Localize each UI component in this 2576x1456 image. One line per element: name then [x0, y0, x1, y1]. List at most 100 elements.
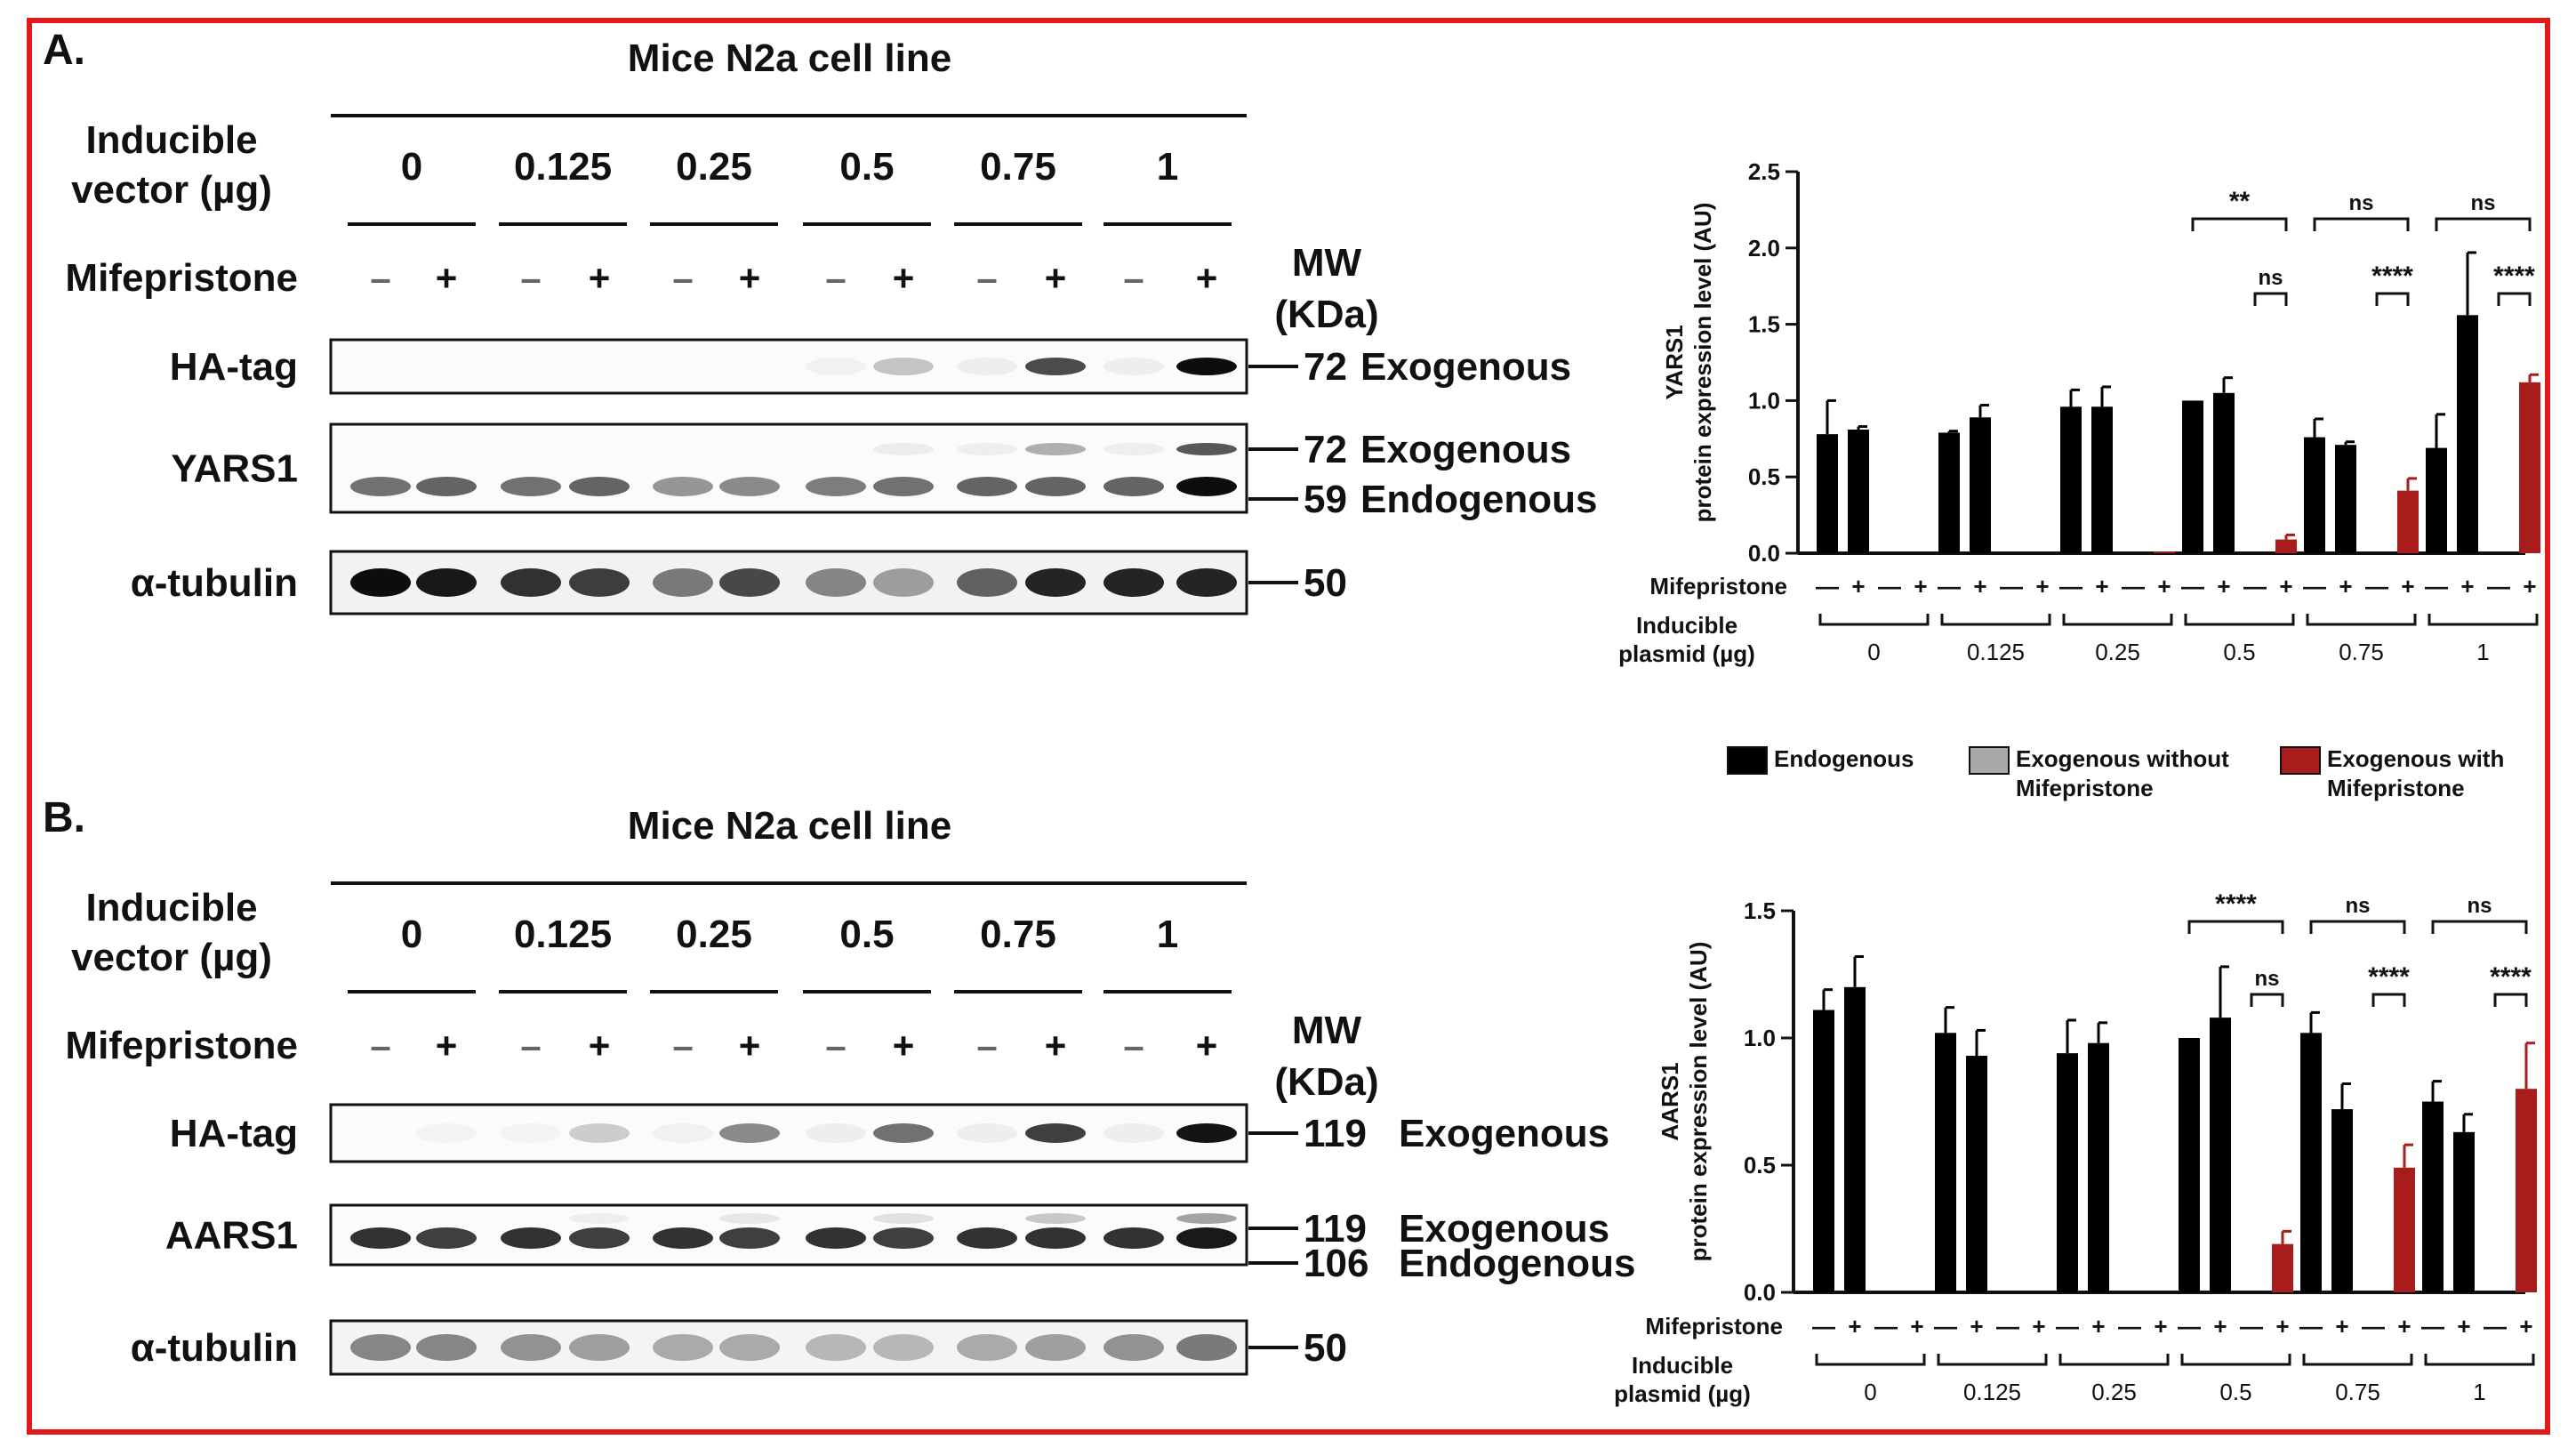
significance-label: **	[2229, 187, 2251, 216]
significance-bracket	[2497, 292, 2532, 306]
band	[569, 1213, 630, 1224]
significance-bracket	[2191, 217, 2288, 231]
bar	[2213, 392, 2235, 553]
band	[653, 1227, 713, 1249]
band	[416, 1334, 477, 1361]
minus-sign: –	[825, 257, 846, 299]
panel-b: B. Mice N2a cell line Inducible vector (µg)…	[43, 794, 1635, 1376]
band	[569, 1227, 630, 1249]
group-bracket	[1818, 614, 1930, 626]
group-bracket	[2058, 1354, 2170, 1366]
figure-frame	[27, 18, 2550, 1435]
band	[1103, 1334, 1164, 1361]
blot-strip: HA-tag 119 Exogenous	[170, 1103, 1609, 1163]
band	[1176, 1334, 1237, 1361]
mw-value: 72	[1304, 345, 1347, 389]
group-bracket	[2428, 614, 2539, 626]
band	[873, 358, 934, 375]
bar	[1813, 1010, 1834, 1292]
bar	[2210, 1018, 2231, 1292]
blot-label: HA-tag	[170, 345, 298, 389]
band	[1176, 443, 1237, 455]
band	[1176, 477, 1237, 496]
dose-label: 0.25	[676, 913, 752, 956]
bar	[2182, 400, 2203, 553]
blot-frame	[329, 550, 1248, 615]
minus-sign: –	[370, 1025, 390, 1066]
mifepristone-sign: —	[2362, 1313, 2385, 1339]
group-bracket	[2302, 1354, 2413, 1366]
band	[1025, 1334, 1086, 1361]
minus-sign: –	[976, 1025, 997, 1066]
blot-strip: α-tubulin 50	[131, 550, 1347, 615]
dose-label: 0.75	[980, 913, 1056, 956]
band	[1025, 1123, 1086, 1143]
plus-sign: +	[1196, 257, 1218, 299]
legend-label-line2: Mifepristone	[2327, 775, 2465, 801]
band	[350, 568, 411, 597]
band	[1103, 358, 1164, 375]
band	[501, 568, 561, 597]
band	[873, 1123, 934, 1143]
bar	[2300, 1033, 2322, 1292]
band	[873, 1334, 934, 1361]
mifepristone-sign: +	[2035, 573, 2049, 599]
mw-value: 50	[1304, 1326, 1347, 1370]
group-label: 0.125	[1967, 639, 2025, 665]
mifepristone-sign: —	[1934, 1313, 1957, 1339]
legend-label: Endogenous	[1774, 745, 1914, 772]
band	[1176, 1213, 1237, 1224]
group-bracket	[2180, 1354, 2291, 1366]
y-tick-label: 1.0	[1748, 387, 1780, 414]
band	[416, 568, 477, 597]
mifepristone-sign: +	[1970, 1313, 1983, 1339]
band	[873, 477, 934, 496]
group-label: 0.125	[1963, 1379, 2021, 1405]
mifepristone-sign: —	[1878, 573, 1901, 599]
band	[873, 443, 934, 455]
band	[1103, 477, 1164, 496]
band	[1025, 1213, 1086, 1224]
y-axis-label: AARS1 protein expression level (AU)	[1657, 942, 1712, 1262]
band	[719, 1213, 780, 1224]
blot-strip: AARS1 119 Exogenous 106 Endogenous	[165, 1203, 1635, 1285]
significance-bracket	[2187, 920, 2284, 934]
blot-title: Mice N2a cell line	[628, 804, 951, 848]
significance-label: ns	[2345, 894, 2370, 918]
band	[957, 568, 1017, 597]
group-label: 0.25	[2095, 639, 2140, 665]
band	[873, 1213, 934, 1224]
x-row-label-mifepristone: Mifepristone	[1649, 573, 1787, 599]
mifepristone-sign: —	[1938, 573, 1961, 599]
y-tick-label: 0.5	[1748, 463, 1780, 490]
band-description: Exogenous	[1360, 428, 1571, 471]
plus-sign: +	[893, 1025, 915, 1066]
mifepristone-sign: —	[2056, 1313, 2079, 1339]
blot-label: AARS1	[165, 1214, 298, 1258]
plus-sign: +	[436, 1025, 458, 1066]
mifepristone-sign: +	[1973, 573, 1986, 599]
band-description: Exogenous	[1399, 1112, 1609, 1155]
band	[957, 477, 1017, 496]
legend-label: Exogenous with	[2327, 745, 2504, 772]
mifepristone-sign: +	[2401, 573, 2414, 599]
band	[806, 568, 866, 597]
bar	[2060, 406, 2082, 553]
significance-label: ****	[2215, 889, 2257, 919]
mifepristone-label: Mifepristone	[65, 1024, 298, 1067]
mifepristone-sign: +	[2523, 573, 2536, 599]
band	[350, 1334, 411, 1361]
mifepristone-sign: +	[2335, 1313, 2348, 1339]
x-row-label-plasmid: plasmid (µg)	[1614, 1380, 1751, 1407]
group-label: 1	[2476, 639, 2489, 665]
band	[569, 1334, 630, 1361]
bar	[2422, 1101, 2444, 1292]
bar-chart-a: 0.0 0.5 1.0 1.5 2.0 2.5 YARS1 protein expressio…	[1618, 158, 2540, 667]
minus-sign: –	[520, 1025, 541, 1066]
significance-label: ****	[2371, 261, 2413, 291]
blot-label: α-tubulin	[131, 561, 298, 605]
y-tick-label: 1.5	[1744, 897, 1776, 924]
band	[501, 1227, 561, 1249]
significance-bracket	[2250, 993, 2284, 1007]
band	[653, 1123, 713, 1143]
